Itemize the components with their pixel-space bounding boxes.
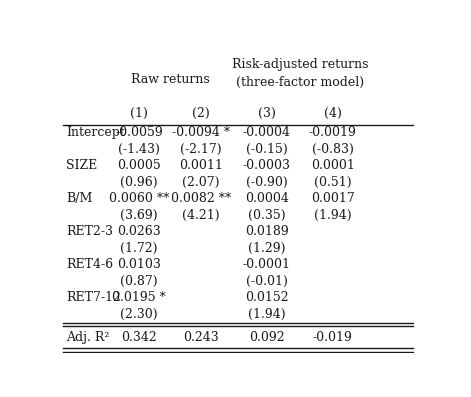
Text: -0.0059: -0.0059 bbox=[115, 126, 163, 139]
Text: (2.07): (2.07) bbox=[182, 175, 220, 189]
Text: -0.019: -0.019 bbox=[313, 331, 353, 344]
Text: -0.0004: -0.0004 bbox=[243, 126, 291, 139]
Text: (2): (2) bbox=[192, 107, 210, 120]
Text: 0.0152: 0.0152 bbox=[245, 291, 289, 304]
Text: 0.0011: 0.0011 bbox=[179, 159, 223, 172]
Text: Intercept: Intercept bbox=[66, 126, 125, 139]
Text: (1.94): (1.94) bbox=[248, 308, 286, 321]
Text: -0.0094 *: -0.0094 * bbox=[172, 126, 230, 139]
Text: 0.0082 **: 0.0082 ** bbox=[171, 192, 231, 205]
Text: (0.87): (0.87) bbox=[121, 275, 158, 288]
Text: (0.51): (0.51) bbox=[314, 175, 351, 189]
Text: B/M: B/M bbox=[66, 192, 92, 205]
Text: (1.29): (1.29) bbox=[248, 242, 286, 254]
Text: 0.342: 0.342 bbox=[122, 331, 157, 344]
Text: (-0.83): (-0.83) bbox=[312, 143, 354, 156]
Text: (1.72): (1.72) bbox=[121, 242, 158, 254]
Text: (4): (4) bbox=[324, 107, 341, 120]
Text: 0.0004: 0.0004 bbox=[245, 192, 289, 205]
Text: RET2-3: RET2-3 bbox=[66, 225, 113, 238]
Text: 0.0017: 0.0017 bbox=[311, 192, 355, 205]
Text: -0.0003: -0.0003 bbox=[243, 159, 291, 172]
Text: (-0.90): (-0.90) bbox=[246, 175, 288, 189]
Text: (-0.01): (-0.01) bbox=[246, 275, 288, 288]
Text: -0.0019: -0.0019 bbox=[309, 126, 357, 139]
Text: Risk-adjusted returns
(three-factor model): Risk-adjusted returns (three-factor mode… bbox=[232, 58, 368, 89]
Text: 0.0060 **: 0.0060 ** bbox=[109, 192, 170, 205]
Text: (-1.43): (-1.43) bbox=[118, 143, 160, 156]
Text: (0.96): (0.96) bbox=[121, 175, 158, 189]
Text: (0.35): (0.35) bbox=[248, 209, 286, 222]
Text: RET4-6: RET4-6 bbox=[66, 258, 114, 271]
Text: RET7-12: RET7-12 bbox=[66, 291, 121, 304]
Text: 0.0195 *: 0.0195 * bbox=[112, 291, 166, 304]
Text: 0.092: 0.092 bbox=[249, 331, 285, 344]
Text: 0.0103: 0.0103 bbox=[117, 258, 161, 271]
Text: Raw returns: Raw returns bbox=[131, 73, 210, 86]
Text: Adj. R²: Adj. R² bbox=[66, 331, 110, 344]
Text: -0.0001: -0.0001 bbox=[243, 258, 291, 271]
Text: (1): (1) bbox=[130, 107, 148, 120]
Text: (1.94): (1.94) bbox=[314, 209, 351, 222]
Text: 0.0263: 0.0263 bbox=[117, 225, 161, 238]
Text: (3): (3) bbox=[258, 107, 276, 120]
Text: 0.0001: 0.0001 bbox=[311, 159, 355, 172]
Text: (2.30): (2.30) bbox=[121, 308, 158, 321]
Text: 0.0005: 0.0005 bbox=[117, 159, 161, 172]
Text: SIZE: SIZE bbox=[66, 159, 97, 172]
Text: 0.0189: 0.0189 bbox=[245, 225, 289, 238]
Text: (4.21): (4.21) bbox=[182, 209, 220, 222]
Text: 0.243: 0.243 bbox=[183, 331, 219, 344]
Text: (-2.17): (-2.17) bbox=[180, 143, 222, 156]
Text: (-0.15): (-0.15) bbox=[246, 143, 288, 156]
Text: (3.69): (3.69) bbox=[121, 209, 158, 222]
